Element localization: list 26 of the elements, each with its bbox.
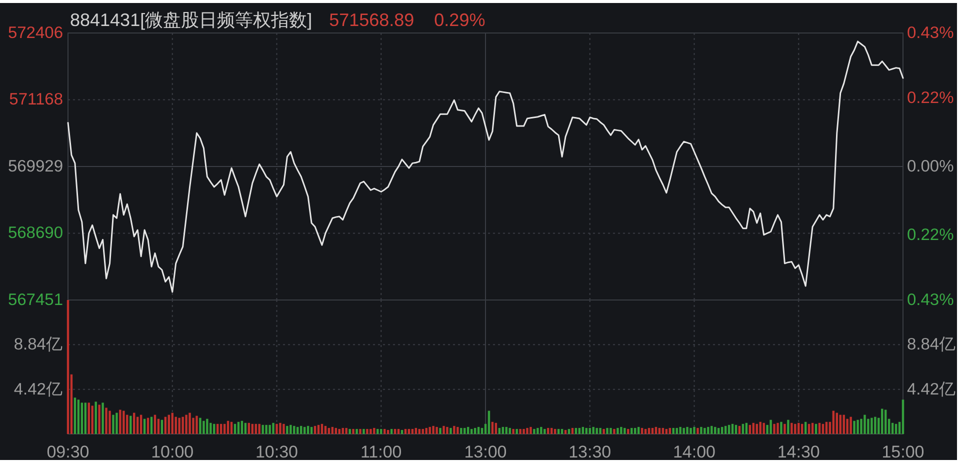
x-tick-label: 14:00 <box>672 442 716 462</box>
x-tick-label: 13:00 <box>464 442 507 462</box>
y2-tick-label: 4.42亿 <box>907 380 956 398</box>
y-tick-label: 567451 <box>8 291 63 309</box>
y-tick-label: 8.84亿 <box>14 336 63 354</box>
y2-tick-label: 0.43% <box>907 291 954 309</box>
y2-tick-label: 0.00% <box>907 158 954 176</box>
chart-title: 8841431[微盘股日频等权指数] <box>70 10 312 30</box>
x-tick-label: 13:30 <box>568 442 612 462</box>
y-tick-label: 572406 <box>8 24 63 42</box>
y-tick-label: 568690 <box>8 224 63 242</box>
y2-tick-label: 8.84亿 <box>907 336 956 354</box>
x-tick-label: 09:30 <box>46 442 90 462</box>
y-tick-label: 571168 <box>9 90 63 109</box>
y-tick-label: 4.42亿 <box>14 380 63 398</box>
text: 571568.89 <box>329 10 414 30</box>
x-tick-label: 15:00 <box>882 442 924 462</box>
x-tick-label: 11:00 <box>360 442 402 462</box>
y2-tick-label: 0.22% <box>907 89 954 108</box>
text: 0.29% <box>434 10 486 30</box>
y-tick-label: 569929 <box>8 157 63 176</box>
x-tick-label: 14:30 <box>777 442 820 462</box>
y2-tick-label: 0.22% <box>907 226 954 244</box>
x-tick-label: 10:00 <box>151 442 194 462</box>
x-tick-label: 10:30 <box>255 442 298 462</box>
y2-tick-label: 0.43% <box>907 24 954 42</box>
